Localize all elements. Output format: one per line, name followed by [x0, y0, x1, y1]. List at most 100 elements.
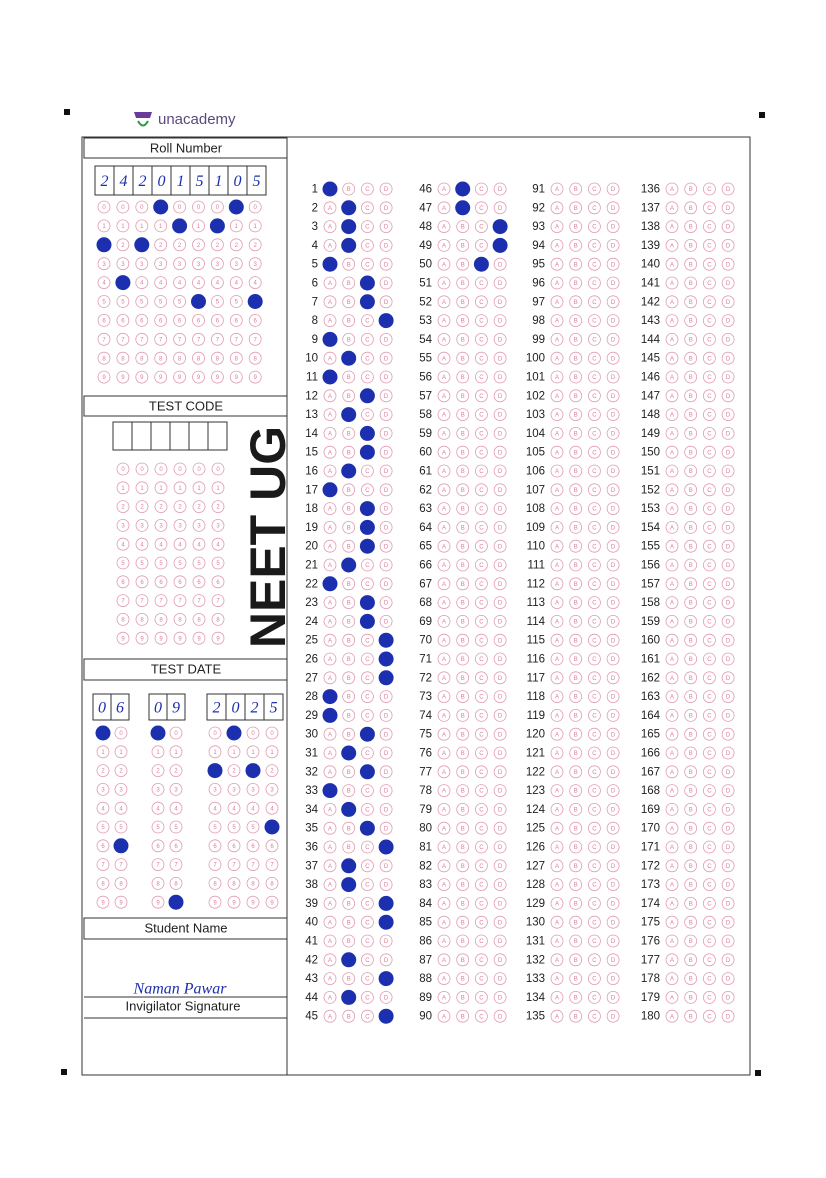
bubble: [97, 257, 111, 271]
option-letter: B: [461, 901, 465, 907]
bubble: [606, 558, 620, 572]
logo-icon: [134, 112, 152, 118]
bubble: [684, 803, 698, 816]
bubble: [493, 182, 507, 196]
option-letter: D: [611, 582, 616, 588]
bubble-digit: 9: [254, 375, 258, 381]
option-letter: D: [498, 789, 503, 795]
option-letter: B: [574, 619, 578, 625]
bubble: [665, 897, 679, 910]
bubble: [665, 220, 679, 234]
bubble: [323, 897, 337, 910]
bubble-digit: 4: [213, 806, 217, 812]
bubble: [569, 878, 583, 891]
option-letter: A: [328, 563, 332, 569]
bubble: [703, 859, 716, 873]
option-letter: A: [442, 939, 446, 945]
option-letter: D: [726, 488, 731, 494]
bubble-digit: 0: [102, 205, 106, 211]
bubble: [474, 727, 488, 741]
question-number: 23: [305, 597, 318, 609]
question-number: 18: [305, 503, 318, 515]
bubble: [229, 370, 243, 384]
question-number: 20: [305, 541, 318, 553]
bubble-digit: 6: [197, 580, 201, 586]
bubble: [323, 539, 337, 553]
question-number: 100: [526, 353, 545, 365]
bubble: [474, 464, 488, 478]
option-letter: B: [347, 619, 351, 625]
bubble: [588, 615, 601, 628]
bubble: [135, 500, 149, 514]
option-letter: C: [479, 319, 484, 325]
filled-bubble: [341, 989, 357, 1005]
bubble: [721, 577, 735, 591]
option-letter: B: [461, 695, 465, 701]
bubble: [606, 746, 620, 760]
bubble-digit: 1: [119, 750, 123, 756]
bubble: [360, 257, 374, 271]
option-letter: A: [670, 732, 674, 738]
bubble-digit: 3: [121, 262, 125, 268]
question-number: 16: [305, 466, 318, 478]
filled-bubble: [172, 218, 188, 234]
option-letter: C: [479, 281, 484, 287]
option-letter: C: [479, 450, 484, 456]
filled-bubble: [359, 444, 375, 460]
option-letter: B: [574, 206, 578, 212]
option-letter: D: [611, 431, 616, 437]
option-letter: B: [689, 337, 693, 343]
question-number: 72: [419, 672, 432, 684]
option-letter: D: [611, 206, 616, 212]
option-letter: C: [592, 901, 597, 907]
bubble-digit: 5: [121, 300, 125, 306]
bubble: [116, 519, 130, 532]
option-letter: D: [726, 413, 731, 419]
option-letter: B: [574, 657, 578, 663]
bubble: [456, 690, 470, 703]
option-letter: C: [592, 394, 597, 400]
filled-bubble: [341, 557, 357, 573]
bubble: [474, 370, 488, 384]
bubble: [684, 746, 698, 760]
option-letter: B: [347, 789, 351, 795]
bubble: [211, 519, 225, 532]
question-number: 60: [419, 447, 432, 459]
option-letter: D: [726, 525, 731, 531]
option-letter: D: [611, 789, 616, 795]
bubble-digit: 1: [121, 486, 125, 492]
bubble: [665, 558, 679, 572]
bubble: [493, 784, 507, 797]
question-number: 135: [526, 1011, 545, 1023]
option-letter: C: [707, 375, 712, 381]
bubble-digit: 5: [119, 825, 123, 831]
bubble: [135, 613, 149, 626]
bubble: [569, 182, 583, 196]
filled-bubble: [247, 294, 263, 309]
bubble: [569, 577, 583, 591]
bubble: [606, 370, 620, 384]
bubble: [721, 596, 735, 609]
option-letter: D: [726, 281, 731, 287]
bubble: [474, 220, 488, 234]
bubble: [684, 238, 698, 252]
filled-bubble: [359, 764, 375, 780]
question-number: 125: [526, 823, 545, 835]
bubble: [550, 727, 564, 741]
bubble: [154, 276, 168, 290]
option-letter: B: [347, 638, 351, 644]
question-number: 73: [419, 691, 432, 703]
option-letter: B: [347, 1014, 351, 1020]
bubble: [588, 897, 601, 910]
option-letter: C: [707, 507, 712, 513]
bubble: [192, 257, 205, 271]
bubble: [684, 840, 698, 854]
option-letter: C: [707, 826, 712, 832]
option-letter: A: [442, 431, 446, 437]
option-letter: B: [461, 582, 465, 588]
bubble: [493, 765, 507, 779]
bubble: [684, 709, 698, 722]
bubble: [323, 558, 337, 572]
bubble-digit: 8: [156, 881, 160, 887]
option-letter: A: [670, 582, 674, 588]
